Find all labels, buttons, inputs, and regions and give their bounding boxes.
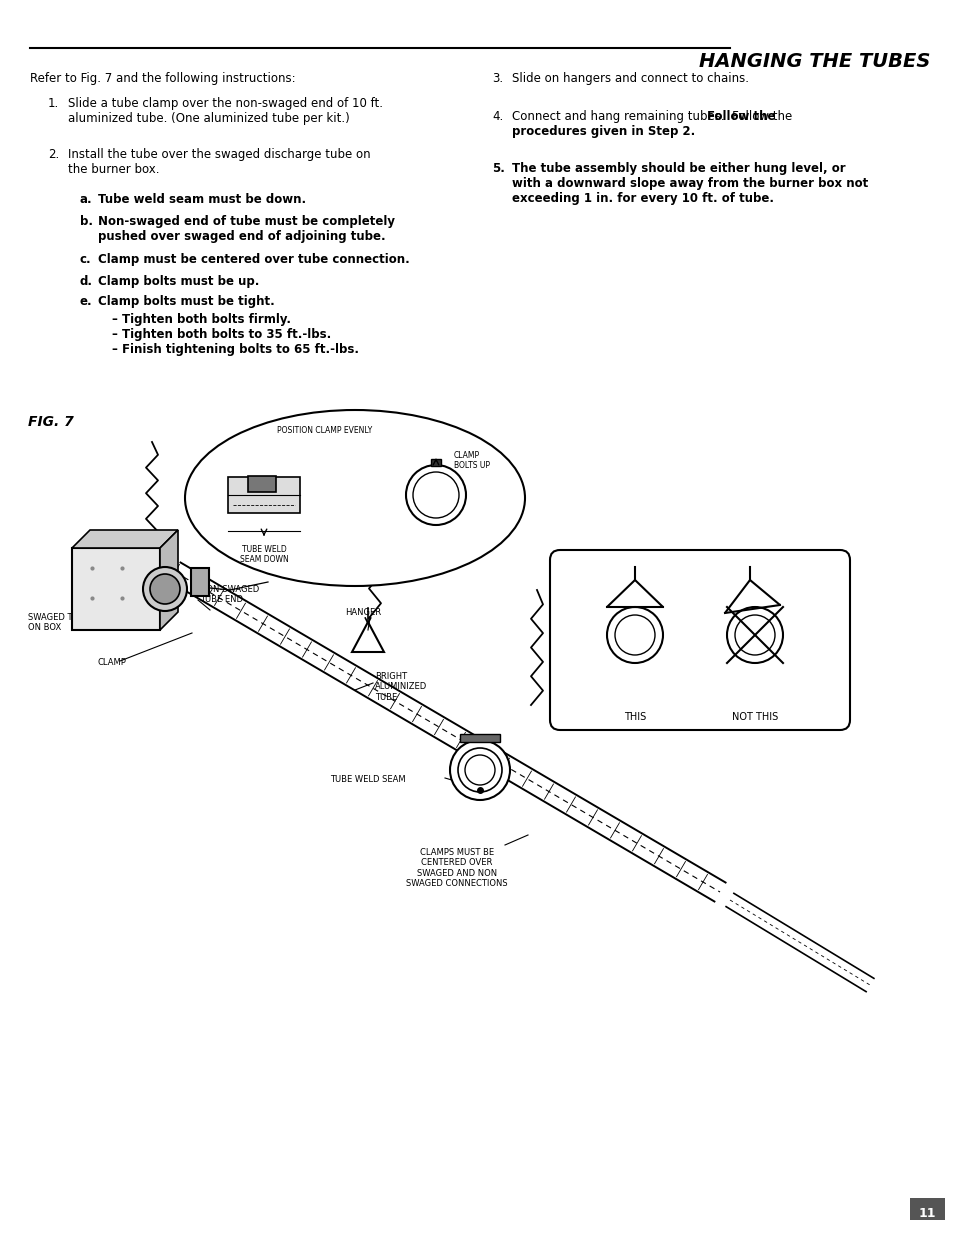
Text: SWAGED TUBE
ON BOX: SWAGED TUBE ON BOX bbox=[28, 613, 90, 632]
Text: Non-swaged end of tube must be completely
pushed over swaged end of adjoining tu: Non-swaged end of tube must be completel… bbox=[98, 215, 395, 243]
Bar bbox=[431, 459, 440, 466]
Text: CLAMPS MUST BE
CENTERED OVER
SWAGED AND NON
SWAGED CONNECTIONS: CLAMPS MUST BE CENTERED OVER SWAGED AND … bbox=[406, 848, 507, 888]
Bar bbox=[459, 734, 499, 742]
Text: 2.: 2. bbox=[48, 148, 59, 161]
Text: Clamp bolts must be tight.: Clamp bolts must be tight. bbox=[98, 295, 274, 308]
Text: a.: a. bbox=[80, 193, 92, 206]
Bar bbox=[909, 1198, 944, 1220]
Text: NON-SWAGED
TUBE END: NON-SWAGED TUBE END bbox=[200, 585, 259, 604]
Text: Slide on hangers and connect to chains.: Slide on hangers and connect to chains. bbox=[512, 72, 748, 85]
Text: FIG. 7: FIG. 7 bbox=[28, 415, 73, 429]
Circle shape bbox=[457, 748, 501, 792]
Polygon shape bbox=[71, 530, 178, 548]
Text: TUBE WELD SEAM: TUBE WELD SEAM bbox=[330, 776, 405, 784]
Text: CLAMP
BOLTS UP: CLAMP BOLTS UP bbox=[454, 451, 490, 471]
Polygon shape bbox=[160, 530, 178, 630]
Text: d.: d. bbox=[80, 275, 92, 288]
Circle shape bbox=[615, 615, 655, 655]
Text: 4.: 4. bbox=[492, 110, 503, 124]
Circle shape bbox=[726, 606, 782, 663]
Text: 3.: 3. bbox=[492, 72, 502, 85]
Text: HANGER: HANGER bbox=[345, 608, 381, 618]
Bar bbox=[228, 477, 299, 513]
Text: Slide a tube clamp over the non-swaged end of 10 ft.
aluminized tube. (One alumi: Slide a tube clamp over the non-swaged e… bbox=[68, 98, 382, 125]
Circle shape bbox=[413, 472, 458, 517]
Text: procedures given in Step 2.: procedures given in Step 2. bbox=[512, 125, 695, 138]
Text: Follow the: Follow the bbox=[706, 110, 775, 124]
Circle shape bbox=[450, 740, 510, 800]
Circle shape bbox=[150, 574, 180, 604]
Circle shape bbox=[464, 755, 495, 785]
Circle shape bbox=[734, 615, 774, 655]
Text: Clamp bolts must be up.: Clamp bolts must be up. bbox=[98, 275, 259, 288]
Text: 1.: 1. bbox=[48, 98, 59, 110]
Text: HANGING THE TUBES: HANGING THE TUBES bbox=[698, 52, 929, 70]
Ellipse shape bbox=[185, 410, 524, 585]
Text: 5.: 5. bbox=[492, 162, 504, 175]
Text: 11: 11 bbox=[918, 1207, 935, 1220]
Text: b.: b. bbox=[80, 215, 92, 228]
Bar bbox=[71, 548, 160, 630]
Text: The tube assembly should be either hung level, or
with a downward slope away fro: The tube assembly should be either hung … bbox=[512, 162, 867, 205]
Text: Install the tube over the swaged discharge tube on
the burner box.: Install the tube over the swaged dischar… bbox=[68, 148, 370, 177]
Circle shape bbox=[606, 606, 662, 663]
Text: Refer to Fig. 7 and the following instructions:: Refer to Fig. 7 and the following instru… bbox=[30, 72, 295, 85]
Text: c.: c. bbox=[80, 253, 91, 266]
Text: NOT THIS: NOT THIS bbox=[731, 713, 778, 722]
Text: THIS: THIS bbox=[623, 713, 645, 722]
Text: BRIGHT
ALUMINIZED
TUBE: BRIGHT ALUMINIZED TUBE bbox=[375, 672, 427, 701]
Text: – Tighten both bolts to 35 ft.-lbs.: – Tighten both bolts to 35 ft.-lbs. bbox=[112, 329, 331, 341]
Circle shape bbox=[406, 466, 465, 525]
Circle shape bbox=[143, 567, 187, 611]
Text: Tube weld seam must be down.: Tube weld seam must be down. bbox=[98, 193, 306, 206]
Text: – Finish tightening bolts to 65 ft.-lbs.: – Finish tightening bolts to 65 ft.-lbs. bbox=[112, 343, 358, 356]
FancyBboxPatch shape bbox=[550, 550, 849, 730]
Bar bbox=[248, 475, 275, 492]
Text: e.: e. bbox=[80, 295, 92, 308]
Text: Connect and hang remaining tubes.  ​Follow the: Connect and hang remaining tubes. ​Follo… bbox=[512, 110, 791, 124]
Text: POSITION CLAMP EVENLY: POSITION CLAMP EVENLY bbox=[277, 426, 373, 435]
Bar bbox=[191, 568, 209, 597]
Text: Clamp must be centered over tube connection.: Clamp must be centered over tube connect… bbox=[98, 253, 410, 266]
Text: CLAMP: CLAMP bbox=[98, 658, 127, 667]
Text: – Tighten both bolts firmly.: – Tighten both bolts firmly. bbox=[112, 312, 291, 326]
Text: TUBE WELD
SEAM DOWN: TUBE WELD SEAM DOWN bbox=[239, 545, 288, 564]
